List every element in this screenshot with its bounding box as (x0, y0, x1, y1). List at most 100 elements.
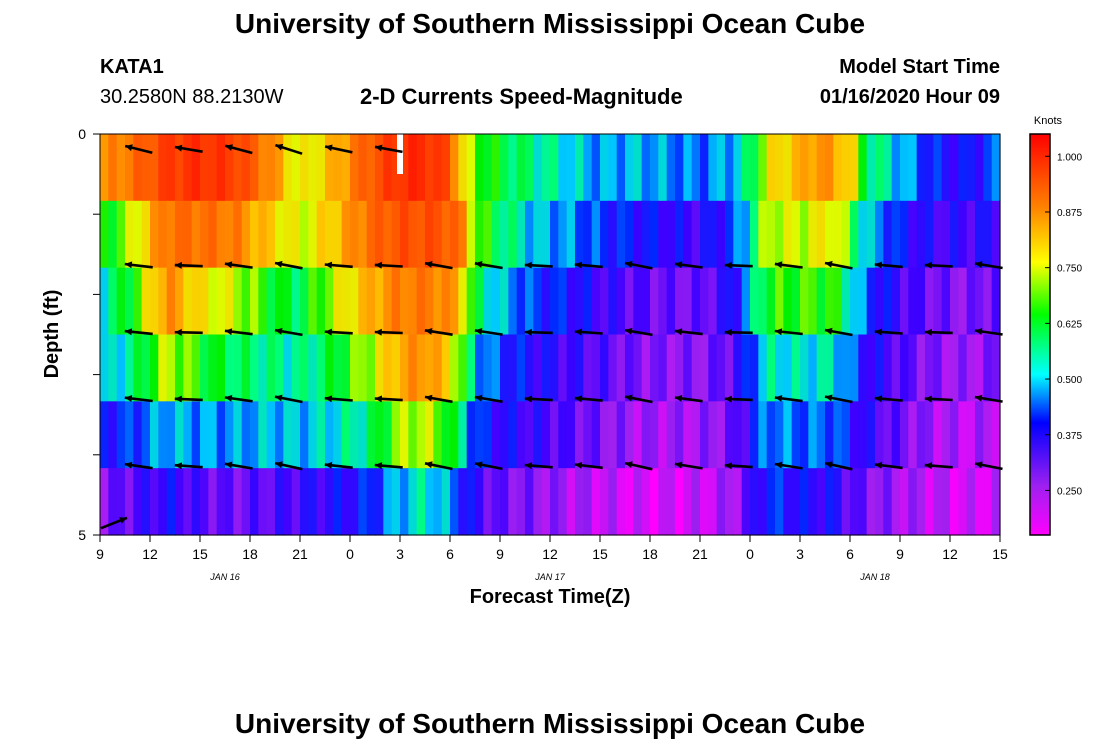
heat-cell (316, 401, 326, 469)
heat-cell (233, 134, 243, 202)
heat-cell (383, 468, 393, 536)
heat-cell (750, 134, 759, 202)
heat-cell (208, 200, 218, 269)
heat-cell (766, 401, 776, 469)
heat-cell (541, 468, 551, 536)
heat-cell (591, 200, 601, 269)
vector-arrowhead (224, 328, 233, 336)
heat-cell (408, 468, 418, 536)
heat-cell (133, 200, 143, 269)
heat-cell (216, 134, 226, 202)
heat-cell (275, 468, 284, 536)
heat-cell (775, 200, 784, 269)
heat-cell (583, 267, 593, 336)
heat-cell (308, 200, 318, 269)
heat-cell (533, 200, 543, 269)
heat-cell (925, 134, 934, 202)
heat-cell (400, 401, 409, 469)
heat-cell (433, 134, 443, 202)
heat-cell (550, 468, 559, 536)
heat-cell (550, 334, 559, 402)
heat-cell (816, 334, 826, 402)
heat-cell (141, 401, 151, 469)
vector-arrowhead (174, 395, 182, 403)
heat-cell (575, 334, 584, 402)
heat-cell (908, 334, 918, 402)
heat-cell (691, 334, 701, 402)
heat-cell (783, 334, 793, 402)
heat-cell (725, 267, 734, 336)
heat-cell (650, 468, 659, 536)
colorbar (1029, 133, 1051, 536)
heat-cell (908, 401, 918, 469)
x-tick-label: 21 (692, 546, 708, 562)
vector-arrowhead (275, 394, 283, 402)
heat-cell (241, 468, 251, 536)
heat-cell (300, 468, 309, 536)
heat-cell (258, 267, 268, 336)
heat-cell (316, 134, 326, 202)
heat-cell (366, 468, 376, 536)
heat-cell (691, 468, 701, 536)
heat-cell (100, 200, 109, 269)
vector-arrowhead (124, 395, 133, 402)
colorbar-tick-label: 0.875 (1057, 208, 1082, 219)
heat-cell (650, 200, 659, 269)
heat-cell (166, 401, 176, 469)
heat-cell (641, 267, 651, 336)
heat-cell (325, 200, 334, 269)
heat-cell (858, 468, 868, 536)
heat-cell (450, 401, 459, 469)
heat-cell (766, 200, 776, 269)
heat-cell (150, 134, 159, 202)
x-tick-label: 6 (846, 546, 854, 562)
heat-cell (741, 468, 751, 536)
x-tick-label: 6 (446, 546, 454, 562)
heat-cell (775, 468, 784, 536)
heat-cell (875, 134, 884, 202)
heat-cell (283, 267, 293, 336)
heat-cell (666, 401, 676, 469)
vector-arrowhead (674, 394, 683, 402)
x-axis-label: Forecast Time(Z) (470, 586, 631, 608)
vector-arrowhead (524, 261, 532, 269)
x-tick-label: 15 (992, 546, 1008, 562)
heat-cell (466, 200, 476, 269)
heat-cell (100, 334, 109, 402)
heat-cell (766, 468, 776, 536)
heat-cell (525, 334, 534, 402)
x-tick-label: 0 (746, 546, 754, 562)
x-tick-label: 9 (496, 546, 504, 562)
heat-cell (475, 134, 484, 202)
heat-cell (358, 334, 368, 402)
heat-cell (225, 200, 234, 269)
heat-cell (816, 468, 826, 536)
heat-cell (416, 334, 426, 402)
heat-cell (725, 401, 734, 469)
heat-cell (525, 267, 534, 336)
heat-cell (616, 134, 626, 202)
heat-cell (833, 200, 843, 269)
heat-cell (791, 200, 801, 269)
heat-cell (475, 267, 484, 336)
heat-cell (383, 401, 393, 469)
heat-cell (625, 267, 634, 336)
heat-cell (633, 468, 643, 536)
heat-cell (233, 334, 243, 402)
heat-cell (958, 200, 968, 269)
heat-cell (691, 401, 701, 469)
heat-cell (758, 468, 768, 536)
heat-cell (916, 134, 926, 202)
heat-cell (616, 267, 626, 336)
heat-cell (175, 200, 184, 269)
heat-cell (150, 200, 159, 269)
heat-cell (525, 401, 534, 469)
heat-cell (408, 200, 418, 269)
vector-arrowhead (874, 461, 883, 469)
heat-cell (591, 334, 601, 402)
vector-arrowhead (774, 261, 783, 269)
vector-arrowhead (324, 395, 333, 403)
heat-cell (533, 401, 543, 469)
vector-arrowhead (874, 261, 883, 269)
